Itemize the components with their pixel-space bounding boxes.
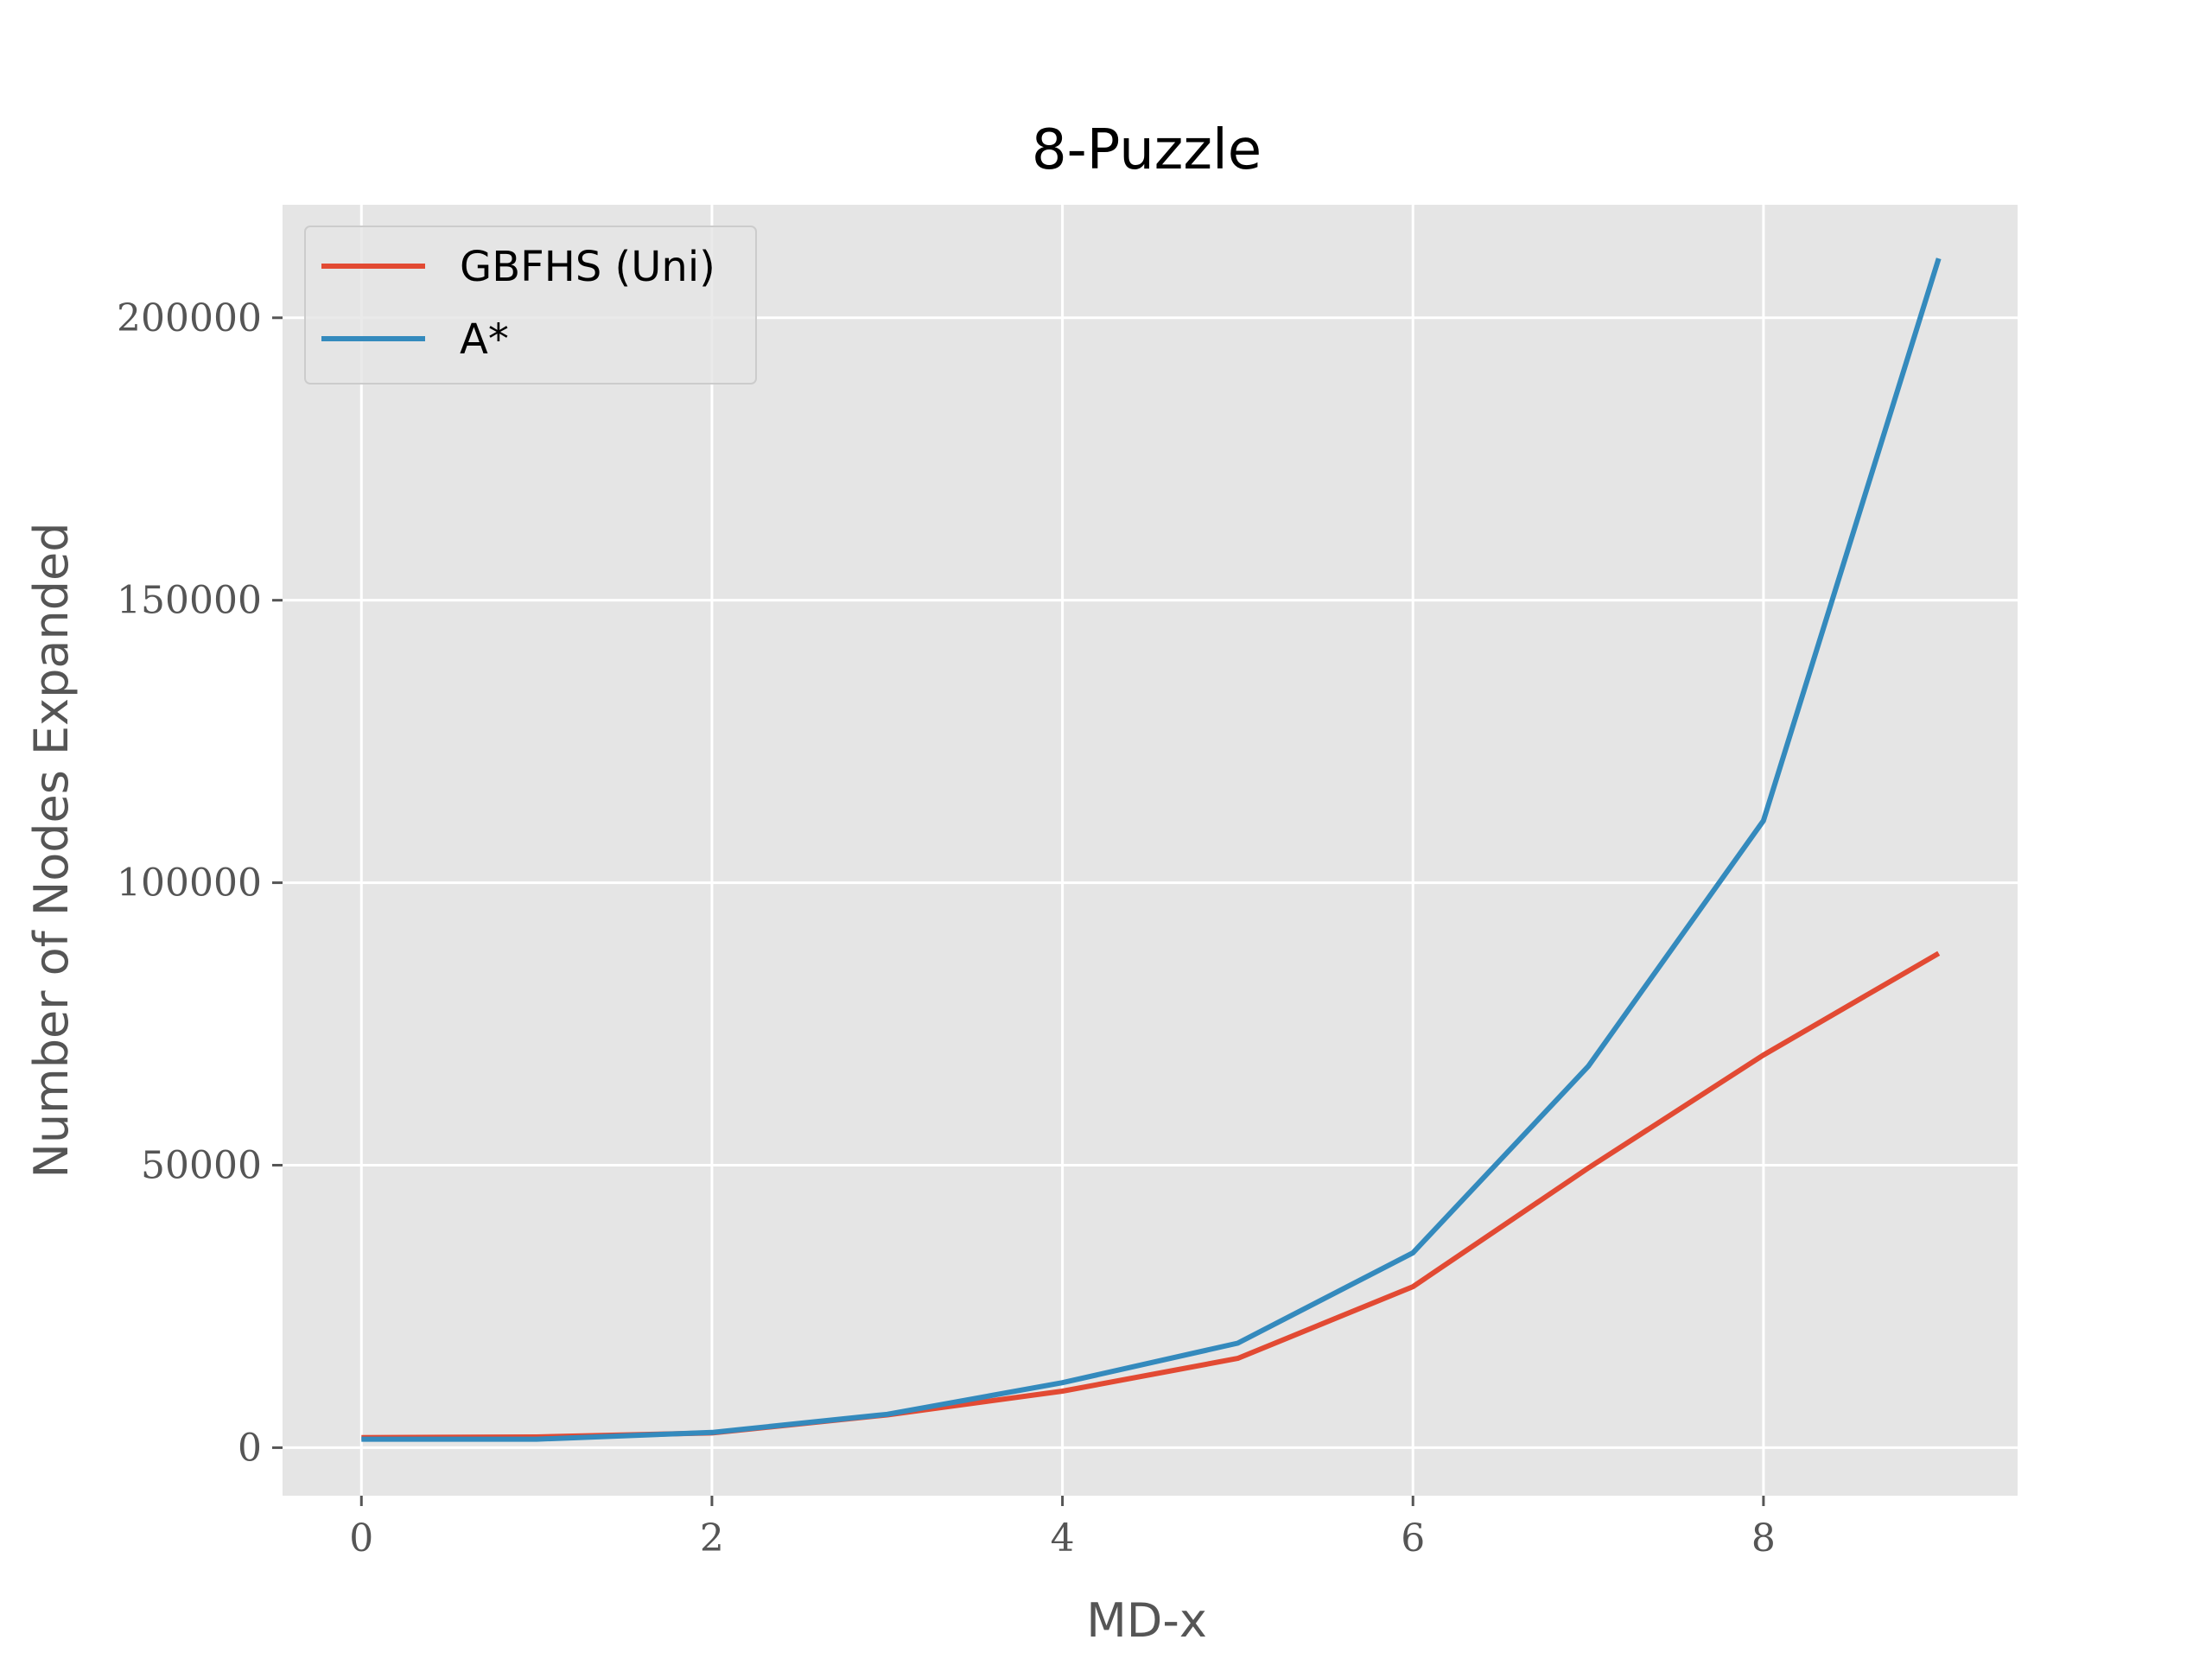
legend-label: A* — [460, 315, 509, 364]
series-line-astar — [361, 257, 1942, 1442]
y-tick-label: 0 — [238, 1426, 262, 1470]
plot-area — [283, 205, 2018, 1496]
x-tick-label: 0 — [349, 1516, 373, 1560]
y-tick-label: 150000 — [117, 579, 262, 623]
legend: GBFHS (Uni) A* — [304, 226, 757, 385]
x-ticks: 0 2 4 6 8 — [349, 1496, 1776, 1560]
grid-lines — [283, 205, 2018, 1496]
x-tick-label: 8 — [1751, 1516, 1776, 1560]
x-tick-label: 6 — [1401, 1516, 1425, 1560]
x-axis-label: MD-x — [1086, 1593, 1207, 1648]
series-lines — [361, 257, 1942, 1442]
x-tick-label: 4 — [1051, 1516, 1075, 1560]
y-axis-label: Number of Nodes Expanded — [24, 523, 79, 1179]
x-tick-label: 2 — [700, 1516, 724, 1560]
y-ticks: 0 50000 100000 150000 200000 — [117, 296, 283, 1470]
legend-label: GBFHS (Uni) — [460, 243, 715, 291]
y-tick-label: 50000 — [141, 1144, 262, 1188]
chart-title: 8-Puzzle — [1032, 118, 1262, 182]
y-tick-label: 200000 — [117, 296, 262, 340]
y-tick-label: 100000 — [117, 861, 262, 906]
